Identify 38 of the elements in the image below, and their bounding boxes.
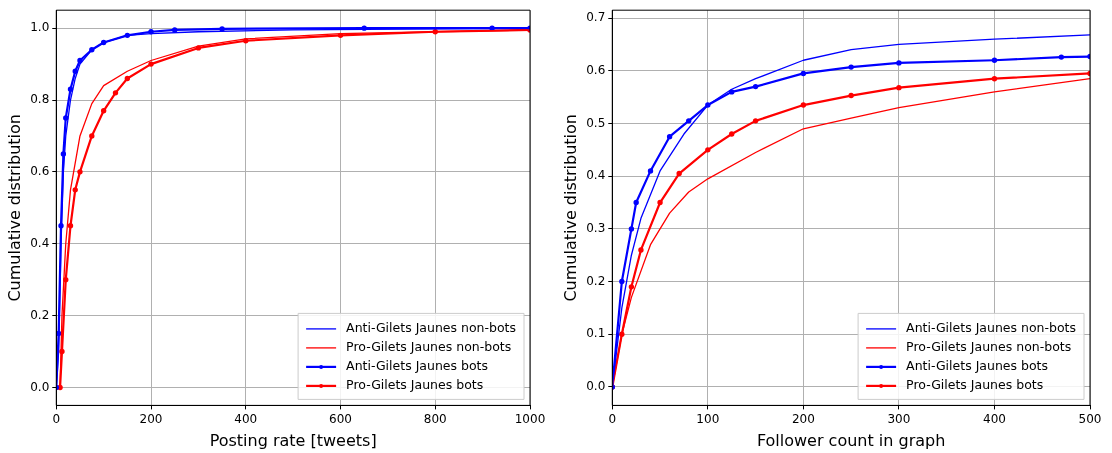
legend-label: Anti-Gilets Jaunes bots (906, 358, 1048, 374)
legend-label: Pro-Gilets Jaunes non-bots (906, 339, 1072, 355)
legend-label: Pro-Gilets Jaunes bots (906, 377, 1044, 393)
y-tick-label: 0.1 (586, 326, 606, 341)
y-tick-label: 0.2 (30, 307, 50, 322)
legend-label: Pro-Gilets Jaunes non-bots (346, 339, 512, 355)
x-tick-label: 0 (52, 411, 61, 426)
x-tick-label: 200 (791, 411, 815, 426)
y-tick-label: 0.2 (586, 273, 606, 288)
y-tick-label: 0.4 (586, 168, 606, 183)
y-tick-label: 0.7 (586, 10, 606, 25)
y-axis-title: Cumulative distribution (560, 114, 580, 302)
x-tick-label: 300 (887, 411, 911, 426)
x-axis-title: Follower count in graph (756, 430, 946, 450)
x-tick-label: 400 (234, 411, 258, 426)
legend-label: Pro-Gilets Jaunes bots (346, 377, 484, 393)
y-tick-label: 0.3 (586, 221, 606, 235)
x-tick-label: 200 (139, 411, 163, 426)
legend-label: Anti-Gilets Jaunes bots (346, 358, 488, 374)
x-tick-label: 1000 (514, 411, 546, 426)
y-axis-title: Cumulative distribution (4, 114, 24, 302)
y-tick-label: 0.0 (586, 379, 606, 394)
y-tick-label: 1.0 (30, 20, 50, 35)
y-tick-label: 0.8 (30, 92, 50, 107)
legend-label: Anti-Gilets Jaunes non-bots (346, 320, 517, 336)
y-tick-label: 0.0 (30, 379, 50, 394)
x-tick-label: 500 (1078, 411, 1102, 426)
legend-label: Anti-Gilets Jaunes non-bots (906, 320, 1077, 336)
x-tick-label: 600 (329, 411, 352, 426)
y-tick-label: 0.5 (586, 115, 606, 130)
x-tick-label: 400 (983, 411, 1006, 426)
y-tick-label: 0.6 (30, 164, 50, 178)
x-tick-label: 0 (608, 411, 617, 426)
y-tick-label: 0.6 (586, 62, 606, 77)
x-axis-title: Posting rate [tweets] (209, 430, 377, 450)
x-tick-label: 800 (423, 411, 447, 426)
x-tick-label: 100 (696, 411, 720, 426)
y-tick-label: 0.4 (30, 235, 50, 250)
